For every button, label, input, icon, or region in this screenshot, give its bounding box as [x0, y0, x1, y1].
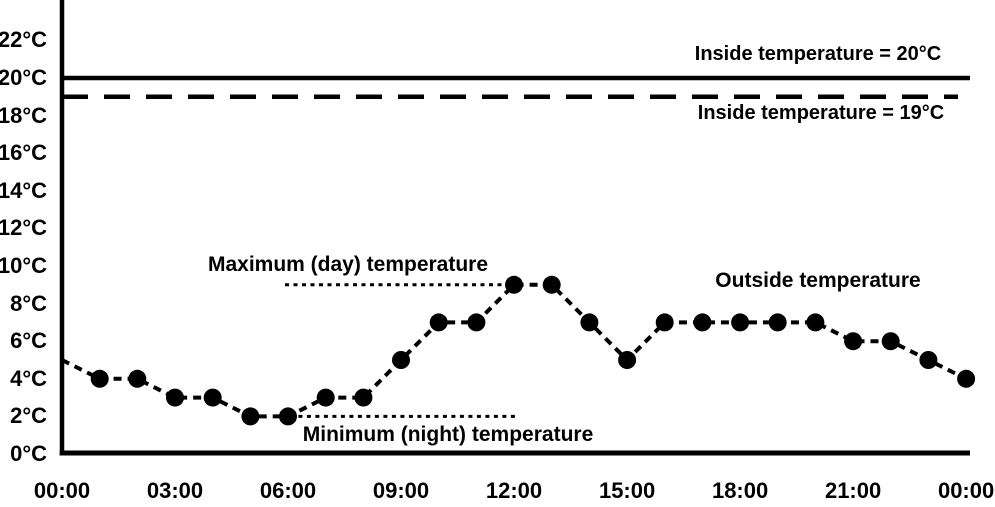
min-night-temperature-label: Minimum (night) temperature [302, 423, 594, 446]
y-tick-label: 6°C [10, 328, 47, 354]
data-point-marker [655, 313, 674, 332]
x-tick-label: 06:00 [259, 478, 317, 503]
y-tick-label: 2°C [10, 403, 47, 429]
outside-temperature-line [61, 282, 967, 419]
data-point-marker [505, 275, 523, 294]
y-tick-label: 18°C [0, 102, 47, 128]
max-day-temperature-label: Maximum (day) temperature [207, 253, 489, 276]
y-tick-label: 8°C [10, 290, 47, 316]
data-point-marker [881, 332, 900, 351]
data-point-marker [844, 332, 863, 351]
data-point-marker [241, 407, 260, 426]
data-point-marker [919, 351, 938, 369]
y-tick-label: 22°C [0, 27, 47, 53]
data-point-marker [354, 388, 373, 407]
data-point-marker [316, 388, 335, 407]
x-tick-label: 09:00 [372, 478, 430, 503]
outside-temperature-label: Outside temperature [715, 269, 921, 292]
x-tick-label: 00:00 [33, 478, 91, 503]
data-point-marker [731, 313, 750, 332]
y-tick-label: 0°C [10, 441, 47, 466]
inside-20c-label: Inside temperature = 20°C [694, 43, 942, 65]
x-tick-label: 21:00 [824, 478, 882, 503]
y-tick-label: 4°C [10, 365, 47, 391]
y-tick-label: 12°C [0, 215, 47, 241]
data-point-marker [392, 351, 410, 369]
data-point-marker [768, 313, 787, 332]
data-point-marker [467, 313, 486, 332]
x-tick-label: 00:00 [937, 478, 995, 503]
y-tick-label: 20°C [0, 65, 47, 90]
x-tick-label: 03:00 [146, 478, 204, 503]
y-tick-label: 16°C [0, 140, 47, 166]
y-tick-label: 14°C [0, 177, 47, 203]
data-point-marker [203, 388, 222, 407]
y-tick-label: 10°C [0, 253, 47, 278]
data-point-marker [542, 275, 561, 294]
data-point-marker [957, 369, 976, 388]
x-tick-label: 15:00 [598, 478, 656, 503]
x-tick-label: 18:00 [711, 478, 769, 503]
data-point-marker [279, 407, 297, 426]
data-point-marker [693, 313, 712, 332]
data-point-marker [580, 313, 599, 332]
data-point-marker [618, 351, 637, 369]
data-point-marker [166, 388, 184, 407]
inside-19c-label: Inside temperature = 19°C [697, 102, 945, 124]
x-tick-label: 12:00 [485, 478, 543, 503]
data-point-marker [128, 369, 147, 388]
data-point-marker [429, 313, 448, 332]
data-point-marker [90, 369, 109, 388]
data-point-marker [806, 313, 825, 332]
